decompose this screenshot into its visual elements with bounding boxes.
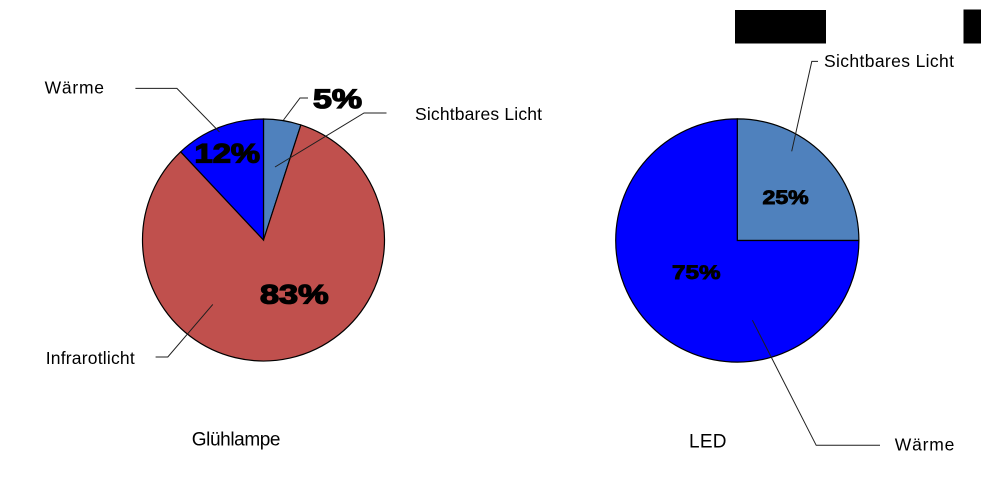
svg-text:75%: 75% xyxy=(672,262,721,284)
svg-text:5%: 5% xyxy=(313,84,362,114)
svg-text:Glühlampe: Glühlampe xyxy=(192,430,281,451)
svg-text:Wärme: Wärme xyxy=(45,78,104,98)
svg-text:Wärme: Wärme xyxy=(895,435,955,455)
svg-text:Sichtbares Licht: Sichtbares Licht xyxy=(415,104,542,124)
svg-text:Infrarotlicht: Infrarotlicht xyxy=(46,348,135,368)
svg-text:LED: LED xyxy=(689,432,727,453)
svg-text:83%: 83% xyxy=(260,280,329,310)
svg-text:12%: 12% xyxy=(195,139,261,169)
svg-text:25%: 25% xyxy=(763,187,809,209)
svg-text:Sichtbares Licht: Sichtbares Licht xyxy=(824,51,954,71)
